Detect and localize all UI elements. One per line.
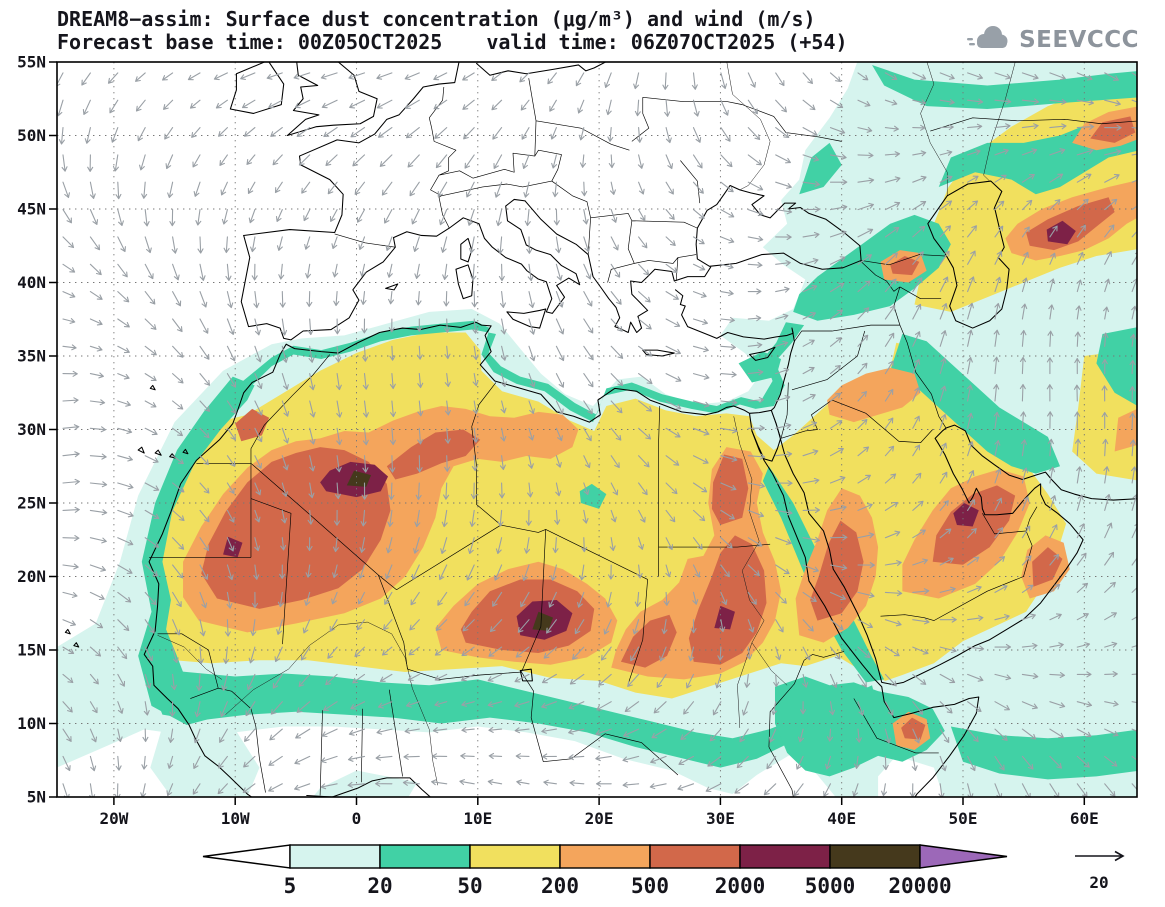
svg-text:5N: 5N [27, 788, 46, 807]
svg-text:20N: 20N [17, 567, 46, 586]
svg-text:30N: 30N [17, 420, 46, 439]
svg-text:30E: 30E [706, 809, 735, 828]
svg-text:500: 500 [631, 874, 669, 898]
svg-text:40N: 40N [17, 273, 46, 292]
svg-text:40E: 40E [827, 809, 856, 828]
svg-text:10N: 10N [17, 714, 46, 733]
svg-text:35N: 35N [17, 347, 46, 366]
svg-text:0: 0 [352, 809, 362, 828]
svg-text:50E: 50E [949, 809, 978, 828]
wind-reference: 20 [1075, 852, 1123, 893]
svg-text:20W: 20W [99, 809, 128, 828]
svg-text:50: 50 [457, 874, 482, 898]
svg-text:50N: 50N [17, 126, 46, 145]
svg-text:20: 20 [367, 874, 392, 898]
svg-text:45N: 45N [17, 200, 46, 219]
svg-text:55N: 55N [17, 53, 46, 72]
svg-text:5000: 5000 [805, 874, 856, 898]
svg-text:60E: 60E [1070, 809, 1099, 828]
svg-text:5: 5 [284, 874, 297, 898]
svg-text:25N: 25N [17, 494, 46, 513]
colorbar-legend: 5 20 50 200 500 2000 5000 20000 [203, 845, 1007, 898]
svg-text:10E: 10E [463, 809, 492, 828]
dust-forecast-chart: DREAM8−assim: Surface dust concentration… [0, 0, 1165, 907]
map-canvas: 55N 50N 45N 40N 35N 30N 25N 20N 15N 10N 5N 20W 10W 0 1… [0, 0, 1165, 907]
svg-text:2000: 2000 [715, 874, 766, 898]
svg-text:15N: 15N [17, 641, 46, 660]
svg-text:20E: 20E [585, 809, 614, 828]
svg-text:20000: 20000 [888, 874, 951, 898]
svg-text:10W: 10W [221, 809, 250, 828]
map-area [55, 50, 1148, 804]
svg-text:200: 200 [541, 874, 579, 898]
svg-text:20: 20 [1089, 873, 1108, 892]
